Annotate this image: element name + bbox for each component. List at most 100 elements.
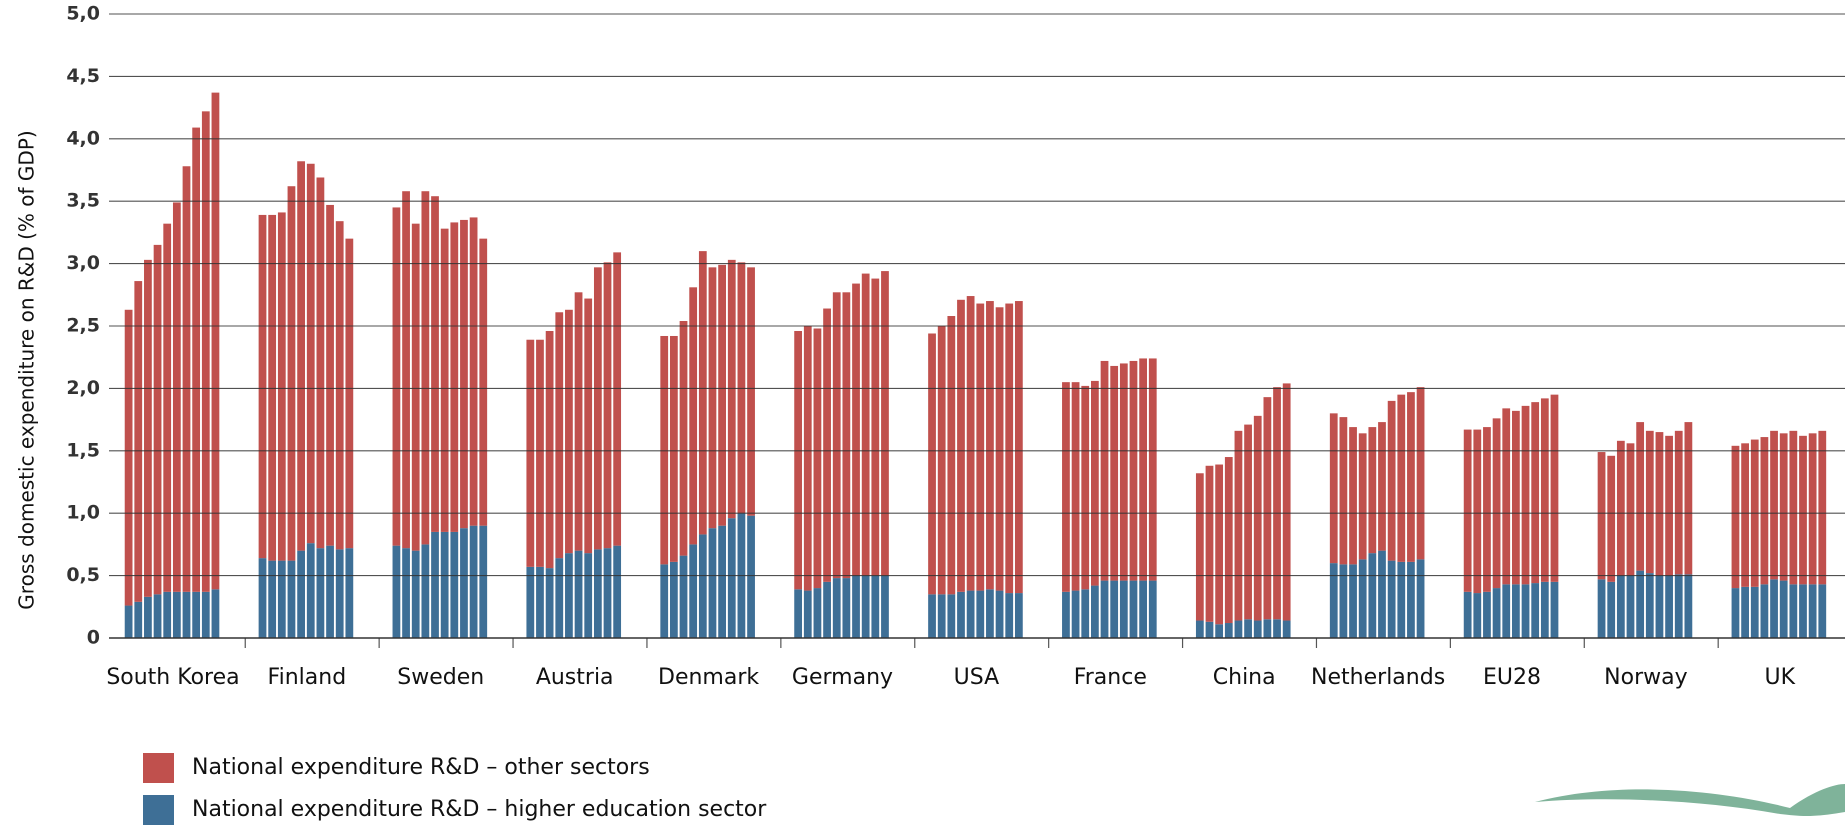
- bar-segment: [937, 594, 946, 638]
- bar-segment: [1741, 586, 1749, 638]
- bar-segment: [852, 283, 860, 576]
- bar-segment: [1492, 588, 1501, 638]
- bar-segment: [1368, 427, 1377, 554]
- bar-segment: [1550, 581, 1559, 638]
- bar-segment: [1473, 429, 1482, 594]
- bar-segment: [287, 560, 296, 638]
- bar-segment: [258, 558, 267, 638]
- y-tick-label: 5,0: [66, 3, 100, 25]
- x-tick-label: Austria: [536, 665, 614, 690]
- bar-segment: [345, 548, 354, 638]
- bar-segment: [957, 299, 965, 592]
- bar-segment: [392, 545, 401, 638]
- bar-segment: [584, 298, 593, 554]
- bar-segment: [718, 525, 726, 638]
- bar-segment: [1014, 593, 1023, 638]
- bar-segment: [813, 328, 822, 589]
- bar-segment: [277, 560, 286, 638]
- bar-segment: [928, 333, 936, 595]
- bar-segment: [1329, 413, 1338, 564]
- bar-segment: [593, 267, 602, 550]
- bar-segment: [450, 531, 459, 638]
- bar-segment: [1005, 303, 1014, 594]
- bar-segment: [1741, 443, 1749, 587]
- bar-segment: [1378, 550, 1386, 638]
- bar-segment: [402, 191, 410, 549]
- bar-segment: [1789, 430, 1798, 585]
- bar-segment: [287, 186, 296, 561]
- bar-segment: [1540, 398, 1549, 582]
- bar-segment: [1463, 591, 1472, 638]
- bar-segment: [1531, 402, 1540, 584]
- bar-segment: [1550, 394, 1559, 582]
- bar-segment: [335, 221, 344, 550]
- bar-segment: [536, 566, 544, 638]
- x-tick-label: EU28: [1483, 665, 1541, 690]
- bar-segment: [201, 591, 210, 638]
- bar-segment: [928, 594, 936, 638]
- bar-segment: [1492, 418, 1501, 589]
- bar-segment: [1119, 580, 1128, 638]
- bar-segment: [1416, 387, 1425, 560]
- bar-segment: [1636, 422, 1645, 571]
- bar-segment: [268, 214, 277, 561]
- bar-segment: [469, 217, 478, 526]
- bar-segment: [402, 548, 410, 638]
- legend-label: National expenditure R&D – other sectors: [192, 755, 650, 780]
- bar-segment: [727, 518, 736, 638]
- bar-segment: [976, 303, 985, 591]
- bar-segment: [1636, 570, 1645, 638]
- bar-segment: [124, 605, 133, 638]
- bar-segment: [144, 596, 152, 638]
- bar-segment: [1081, 385, 1090, 590]
- bar-segment: [1129, 360, 1138, 581]
- bar-segment: [708, 528, 717, 638]
- bar-segment: [1005, 593, 1014, 638]
- bar-segment: [660, 335, 669, 565]
- bar-segment: [124, 309, 133, 606]
- bar-segment: [1195, 620, 1204, 638]
- bar-segment: [747, 267, 755, 516]
- bar-segment: [1760, 584, 1769, 638]
- bar-segment: [1139, 580, 1148, 638]
- bar-segment: [163, 223, 172, 592]
- bar-segment: [326, 545, 334, 638]
- bar-segment: [1349, 427, 1357, 565]
- bar-segment: [277, 212, 286, 561]
- bar-segment: [813, 588, 822, 638]
- x-tick-label: France: [1074, 665, 1147, 690]
- bar-segment: [823, 308, 831, 582]
- bar-segment: [966, 590, 975, 638]
- bar-segment: [1234, 620, 1243, 638]
- bar-segment: [182, 166, 191, 592]
- bar-segment: [1329, 563, 1338, 638]
- x-tick-label: Finland: [268, 665, 347, 690]
- bar-segment: [669, 335, 678, 562]
- bar-segment: [565, 553, 573, 638]
- bar-segment: [565, 309, 573, 554]
- bar-segment: [1808, 584, 1817, 638]
- bar-segment: [1750, 586, 1759, 638]
- bar-segment: [163, 591, 172, 638]
- bar-segment: [1378, 422, 1386, 551]
- bar-segment: [326, 204, 334, 546]
- bar-segment: [718, 264, 726, 526]
- bar-segment: [421, 191, 430, 545]
- bar-segment: [1483, 591, 1491, 638]
- bar-segment: [803, 590, 812, 638]
- bar-segment: [316, 548, 325, 638]
- bar-segment: [144, 259, 152, 597]
- bar-segment: [1674, 430, 1683, 575]
- bar-segment: [1521, 405, 1530, 585]
- bar-segment: [345, 238, 354, 549]
- bar-segment: [660, 564, 669, 638]
- bar-segment: [1234, 430, 1243, 621]
- bar-segment: [803, 326, 812, 591]
- x-tick-label: Denmark: [658, 665, 759, 690]
- bar-segment: [698, 251, 707, 535]
- bar-segment: [431, 196, 439, 532]
- bar-segment: [1597, 452, 1606, 580]
- bar-segment: [574, 292, 583, 551]
- bar-segment: [1139, 358, 1148, 581]
- bar-segment: [1531, 583, 1540, 638]
